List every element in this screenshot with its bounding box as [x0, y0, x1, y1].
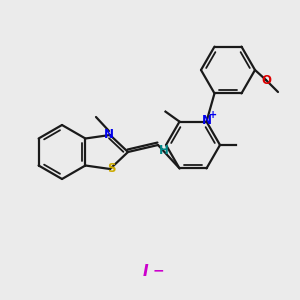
Text: I: I	[142, 265, 148, 280]
Text: N: N	[202, 114, 212, 127]
Text: +: +	[209, 110, 217, 120]
Text: S: S	[107, 163, 115, 176]
Text: N: N	[104, 128, 114, 142]
Text: H: H	[159, 143, 169, 157]
Text: O: O	[261, 74, 271, 86]
Text: −: −	[153, 263, 165, 277]
